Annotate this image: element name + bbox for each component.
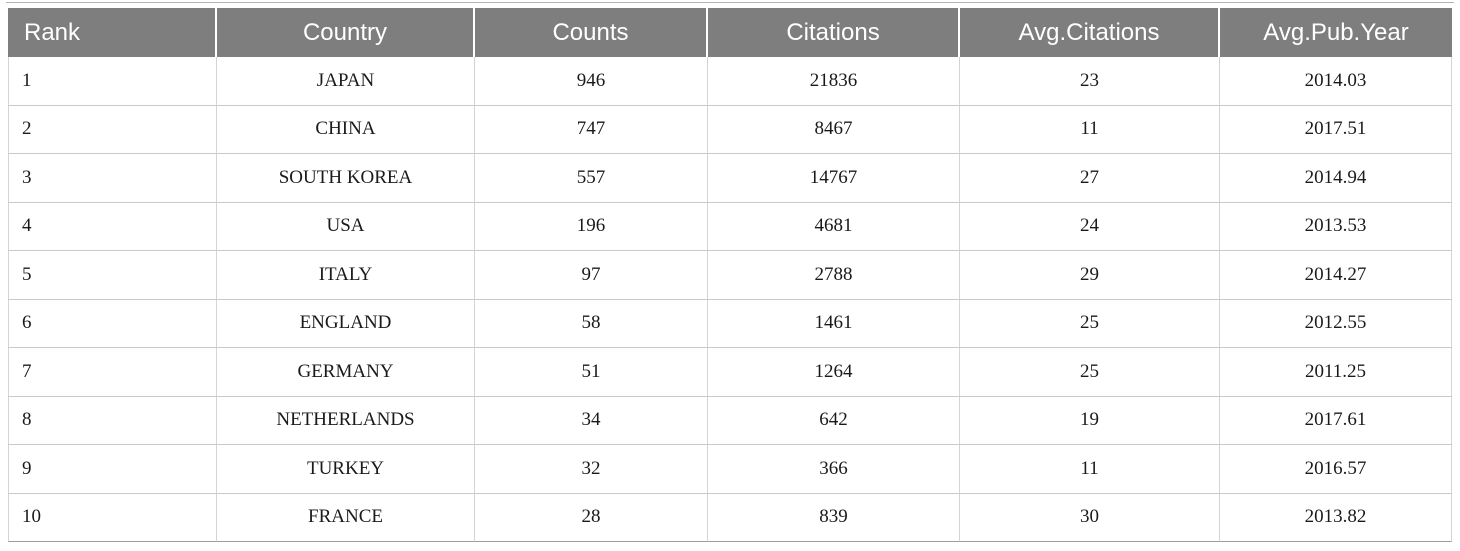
cell-counts: 196 [475, 202, 708, 251]
cell-rank: 6 [8, 299, 217, 348]
cell-citations: 21836 [708, 57, 960, 106]
cell-rank: 2 [8, 105, 217, 154]
cell-counts: 557 [475, 154, 708, 203]
cell-citations: 642 [708, 396, 960, 445]
cell-counts: 747 [475, 105, 708, 154]
table-row-rank-3: 3 SOUTH KOREA 557 14767 27 2014.94 [8, 154, 1452, 203]
cell-citations: 2788 [708, 251, 960, 300]
header-row: Rank Country Counts Citations Avg.Citations A… [8, 8, 1452, 57]
cell-counts: 97 [475, 251, 708, 300]
table-row-rank-6: 6 ENGLAND 58 1461 25 2012.55 [8, 299, 1452, 348]
cell-avg_citations: 25 [960, 348, 1220, 397]
column-header-citations: Citations [708, 8, 960, 57]
cell-avg_citations: 24 [960, 202, 1220, 251]
cell-citations: 8467 [708, 105, 960, 154]
cell-rank: 5 [8, 251, 217, 300]
cell-country: JAPAN [217, 57, 475, 106]
table-row-rank-9: 9 TURKEY 32 366 11 2016.57 [8, 445, 1452, 494]
cell-country: SOUTH KOREA [217, 154, 475, 203]
cell-rank: 7 [8, 348, 217, 397]
cell-avg_pub_year: 2012.55 [1220, 299, 1452, 348]
table-row-rank-8: 8 NETHERLANDS 34 642 19 2017.61 [8, 396, 1452, 445]
column-header-avg_pub_year: Avg.Pub.Year [1220, 8, 1452, 57]
cell-country: GERMANY [217, 348, 475, 397]
cell-counts: 58 [475, 299, 708, 348]
cell-counts: 946 [475, 57, 708, 106]
table-row-rank-5: 5 ITALY 97 2788 29 2014.27 [8, 251, 1452, 300]
cell-avg_citations: 11 [960, 105, 1220, 154]
cell-citations: 4681 [708, 202, 960, 251]
cell-rank: 3 [8, 154, 217, 203]
cell-avg_pub_year: 2013.82 [1220, 493, 1452, 542]
column-header-country: Country [217, 8, 475, 57]
cell-avg_citations: 27 [960, 154, 1220, 203]
table-row-rank-10: 10 FRANCE 28 839 30 2013.82 [8, 493, 1452, 542]
column-header-counts: Counts [475, 8, 708, 57]
cell-avg_citations: 29 [960, 251, 1220, 300]
cell-avg_citations: 11 [960, 445, 1220, 494]
cell-rank: 8 [8, 396, 217, 445]
table-row-rank-1: 1 JAPAN 946 21836 23 2014.03 [8, 57, 1452, 106]
cell-avg_pub_year: 2014.03 [1220, 57, 1452, 106]
top-rule [6, 2, 1454, 3]
country-ranking-table: Rank Country Counts Citations Avg.Citations A… [8, 8, 1452, 542]
column-header-avg_citations: Avg.Citations [960, 8, 1220, 57]
cell-counts: 28 [475, 493, 708, 542]
cell-citations: 839 [708, 493, 960, 542]
cell-country: ENGLAND [217, 299, 475, 348]
cell-avg_citations: 25 [960, 299, 1220, 348]
cell-citations: 1461 [708, 299, 960, 348]
cell-counts: 32 [475, 445, 708, 494]
cell-rank: 9 [8, 445, 217, 494]
cell-avg_pub_year: 2014.27 [1220, 251, 1452, 300]
cell-avg_pub_year: 2014.94 [1220, 154, 1452, 203]
cell-rank: 4 [8, 202, 217, 251]
cell-country: TURKEY [217, 445, 475, 494]
cell-country: ITALY [217, 251, 475, 300]
cell-rank: 1 [8, 57, 217, 106]
cell-counts: 34 [475, 396, 708, 445]
table-header: Rank Country Counts Citations Avg.Citations A… [8, 8, 1452, 57]
cell-rank: 10 [8, 493, 217, 542]
cell-avg_citations: 19 [960, 396, 1220, 445]
table-body: 1 JAPAN 946 21836 23 2014.03 2 CHINA 747 8467 11 20… [8, 57, 1452, 542]
cell-citations: 366 [708, 445, 960, 494]
cell-citations: 14767 [708, 154, 960, 203]
table-row-rank-7: 7 GERMANY 51 1264 25 2011.25 [8, 348, 1452, 397]
cell-counts: 51 [475, 348, 708, 397]
cell-citations: 1264 [708, 348, 960, 397]
table-row-rank-2: 2 CHINA 747 8467 11 2017.51 [8, 105, 1452, 154]
cell-avg_pub_year: 2016.57 [1220, 445, 1452, 494]
cell-avg_pub_year: 2013.53 [1220, 202, 1452, 251]
cell-avg_citations: 30 [960, 493, 1220, 542]
table-row-rank-4: 4 USA 196 4681 24 2013.53 [8, 202, 1452, 251]
cell-avg_citations: 23 [960, 57, 1220, 106]
cell-country: USA [217, 202, 475, 251]
cell-avg_pub_year: 2011.25 [1220, 348, 1452, 397]
cell-country: NETHERLANDS [217, 396, 475, 445]
cell-country: FRANCE [217, 493, 475, 542]
column-header-rank: Rank [8, 8, 217, 57]
cell-avg_pub_year: 2017.51 [1220, 105, 1452, 154]
cell-country: CHINA [217, 105, 475, 154]
cell-avg_pub_year: 2017.61 [1220, 396, 1452, 445]
